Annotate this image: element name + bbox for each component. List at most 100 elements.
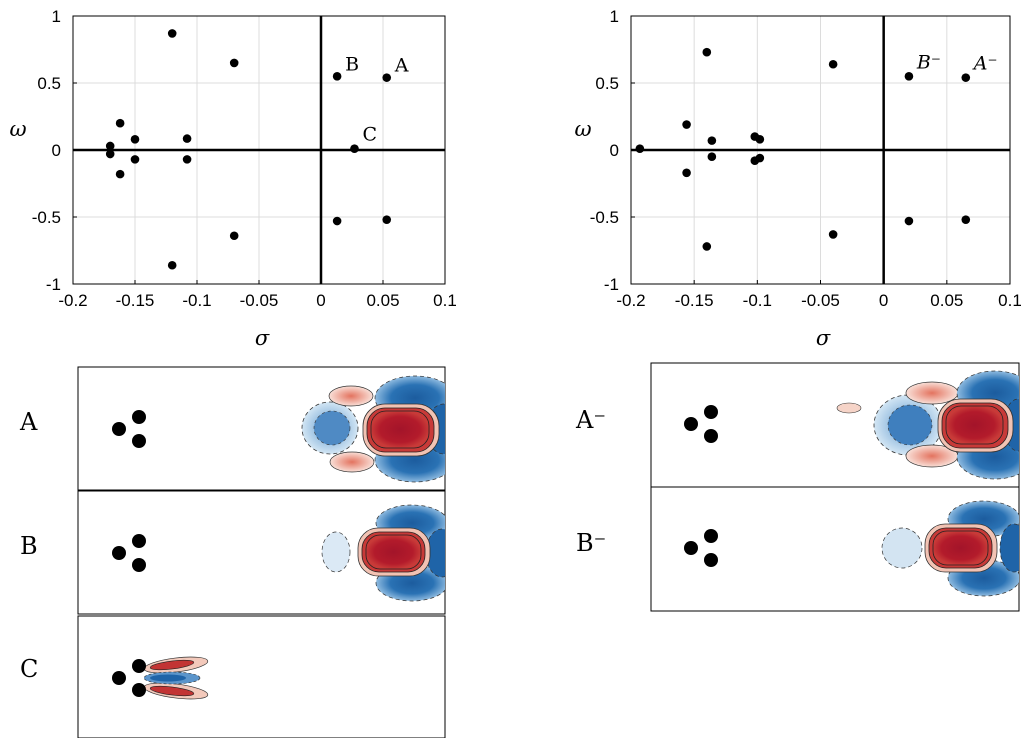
point-annotations: B A C [345,53,409,145]
x-tick-labels: -0.2 -0.15 -0.1 -0.05 0 0.05 0.1 [616,291,1021,310]
cylinder-bottom [704,429,718,443]
data-point [105,149,115,159]
mode-contours [321,504,445,602]
mode-panel-c: C [20,615,446,738]
mode-contours [143,656,209,700]
x-tick-label: -0.15 [675,291,714,310]
data-points [105,29,392,270]
x-tick-label: -0.2 [616,291,645,310]
mode-panel-a-minus: A⁻ [575,362,1020,488]
data-point [755,134,765,144]
data-point [707,152,717,161]
data-point [707,136,717,145]
x-tick-label: -0.1 [743,291,772,310]
data-point [332,72,342,81]
point-annotation: B [345,53,359,75]
cylinder-top [704,405,718,419]
data-point [105,141,115,151]
data-point [382,215,392,224]
data-point [828,230,838,239]
y-tick-label: -0.5 [590,208,619,227]
mode-label-a: A [19,408,38,436]
cylinders [684,405,718,443]
y-axis-label: ω [9,117,26,141]
x-tick-label: -0.15 [116,291,155,310]
mode-panel-a: A [19,366,446,491]
y-tick-label: -1 [46,275,61,294]
data-point [350,144,359,153]
cylinder-top [704,529,718,543]
cylinders [112,659,146,697]
data-point [167,29,177,38]
y-tick-label: 0.5 [37,74,61,93]
data-point [115,169,125,179]
x-axis-label: σ [255,326,270,350]
cylinder-front [112,546,126,560]
data-point [130,155,140,164]
data-point [828,59,838,69]
y-tick-label: 0 [52,141,61,160]
y-tick-label: 0.5 [595,74,619,93]
eigenvalue-plot-right: -0.2 -0.15 -0.1 -0.05 0 0.05 0.1 1 0.5 0 -0.5 -1 B… [574,7,1021,350]
data-point [130,134,140,144]
data-point [961,73,971,82]
data-point [961,215,971,224]
zero-axes [73,16,445,284]
data-point [182,155,192,164]
x-tick-label: -0.2 [58,291,87,310]
x-tick-label: 0.05 [366,291,399,310]
data-point [702,47,712,57]
data-point [182,134,192,143]
data-point [229,231,239,241]
zero-axes [631,16,1010,284]
cylinder-top [132,410,146,424]
point-annotation: B⁻ [916,51,941,73]
cylinder-front [112,671,126,685]
y-tick-label: -1 [604,275,619,294]
mode-contours [836,370,1019,480]
data-point [115,118,125,128]
mode-label-b: B [20,532,38,560]
data-point [382,73,392,82]
cylinder-bottom [132,434,146,448]
data-point [332,216,342,226]
cylinder-front [112,422,126,436]
mode-frame [77,615,446,738]
data-point [702,242,712,251]
x-axis-label: σ [816,326,831,350]
mode-panel-b: B [20,490,446,615]
y-tick-label: -0.5 [32,208,61,227]
cylinder-top [132,534,146,548]
mode-panel-b-minus: B⁻ [576,486,1020,612]
data-point [229,58,239,68]
y-tick-labels: 1 0.5 0 -0.5 -1 [590,7,619,294]
mode-contours [881,500,1019,597]
x-tick-label: 0.1 [433,291,457,310]
y-tick-label: 1 [610,7,619,26]
mode-label-a-minus: A⁻ [575,406,606,434]
cylinder-top [132,659,146,673]
mode-label-c: C [20,655,38,683]
mode-label-b-minus: B⁻ [576,529,606,557]
cylinder-bottom [132,558,146,572]
cylinder-bottom [132,683,146,697]
data-point [755,153,765,163]
data-point [904,216,914,226]
point-annotations: B⁻ A⁻ [916,51,998,74]
data-points [635,47,971,251]
cylinder-bottom [704,553,718,567]
x-tick-label: 0.1 [998,291,1022,310]
x-tick-labels: -0.2 -0.15 -0.1 -0.05 0 0.05 0.1 [58,291,456,310]
point-annotation: A⁻ [972,53,998,75]
y-axis-label: ω [574,117,591,141]
x-tick-label: -0.05 [240,291,279,310]
x-tick-label: -0.1 [182,291,211,310]
y-tick-label: 0 [610,141,619,160]
cylinders [112,534,146,572]
cylinders [112,410,146,448]
data-point [904,72,914,81]
data-point [682,120,691,129]
cylinder-front [684,541,698,555]
y-tick-labels: 1 0.5 0 -0.5 -1 [32,7,61,294]
